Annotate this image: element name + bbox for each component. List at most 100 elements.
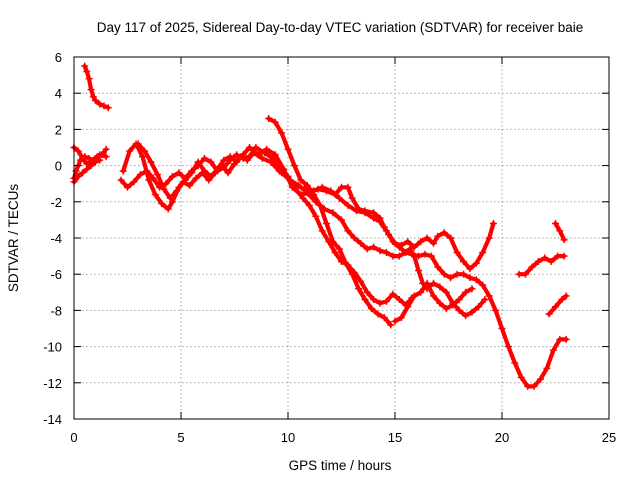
y-tick-label: -8 (50, 303, 62, 318)
data-point (524, 382, 532, 390)
data-point (363, 288, 371, 296)
data-point (355, 285, 363, 293)
data-point (430, 239, 437, 247)
data-point (479, 281, 487, 289)
data-point (263, 145, 271, 153)
data-point (271, 151, 279, 159)
data-point (404, 303, 412, 311)
data-point (361, 296, 369, 303)
data-point (136, 171, 144, 179)
data-point (301, 183, 309, 191)
data-point (299, 194, 307, 202)
data-point (374, 310, 382, 318)
data-point (442, 305, 450, 313)
data-point (290, 162, 298, 170)
data-point (395, 252, 403, 260)
data-point (447, 234, 455, 242)
data-point (415, 267, 422, 275)
data-point (147, 158, 155, 166)
data-point (415, 252, 422, 260)
data-point (455, 296, 463, 303)
data-point (124, 183, 131, 191)
data-point (475, 303, 482, 311)
data-point (468, 308, 476, 316)
series-late-spread (391, 279, 476, 325)
y-tick-label: 2 (55, 122, 62, 137)
data-point (179, 178, 187, 186)
data-point (549, 346, 557, 354)
data-point (297, 176, 305, 184)
data-point (89, 93, 97, 101)
data-point (406, 245, 414, 253)
data-point (331, 249, 339, 256)
series-line (517, 254, 567, 277)
data-point (370, 296, 378, 303)
chart-title: Day 117 of 2025, Sidereal Day-to-day VTE… (97, 20, 583, 35)
data-point (434, 263, 442, 271)
data-point (427, 252, 435, 260)
data-point (168, 198, 176, 206)
data-point (79, 154, 87, 162)
data-point (389, 252, 397, 260)
data-point (164, 205, 172, 213)
data-point (361, 209, 369, 217)
data-point (278, 129, 286, 137)
data-point (530, 382, 538, 390)
data-point (218, 162, 226, 170)
data-point (466, 265, 474, 273)
data-point (449, 301, 457, 309)
y-axis-label: SDTVAR / TECUs (6, 184, 21, 293)
data-point (363, 245, 371, 253)
data-point (462, 312, 470, 320)
data-point (537, 375, 544, 383)
data-point (192, 174, 200, 182)
data-point (160, 185, 168, 193)
data-point (434, 232, 442, 240)
data-point (489, 220, 497, 227)
x-axis-label: GPS time / hours (289, 458, 392, 473)
data-point (430, 279, 437, 287)
data-point (166, 194, 174, 202)
data-point (329, 238, 337, 246)
data-point (382, 227, 390, 235)
series-early-high (81, 62, 112, 112)
data-point (436, 283, 444, 291)
data-point (357, 239, 365, 247)
x-tick-label: 25 (602, 430, 616, 445)
series-mid-c (134, 140, 416, 309)
data-point (168, 173, 176, 180)
data-point (380, 314, 388, 322)
data-point (87, 162, 95, 170)
data-point (85, 75, 93, 83)
y-tick-label: -12 (43, 376, 62, 391)
data-point (382, 297, 390, 305)
data-point (453, 270, 461, 278)
data-point (498, 325, 506, 332)
series-late-steep (265, 115, 395, 329)
data-point (472, 259, 480, 267)
data-point (504, 343, 512, 351)
data-point (342, 259, 350, 267)
data-point (357, 277, 365, 285)
data-point (410, 292, 418, 300)
series-line (266, 116, 393, 327)
data-point (404, 238, 412, 246)
data-point (305, 201, 313, 209)
data-point (423, 279, 431, 287)
data-point (376, 218, 384, 226)
data-point (485, 292, 493, 300)
data-point (194, 162, 202, 170)
data-point (237, 153, 245, 161)
data-point (522, 270, 529, 278)
data-point (284, 173, 292, 180)
data-point (211, 169, 219, 177)
y-tick-label: 6 (55, 50, 62, 65)
data-point (91, 158, 99, 166)
data-point (265, 115, 273, 122)
data-point (231, 160, 238, 168)
data-point (335, 245, 343, 253)
data-point (104, 104, 112, 112)
data-point (83, 165, 91, 173)
data-point (79, 169, 87, 177)
data-point (421, 250, 429, 258)
